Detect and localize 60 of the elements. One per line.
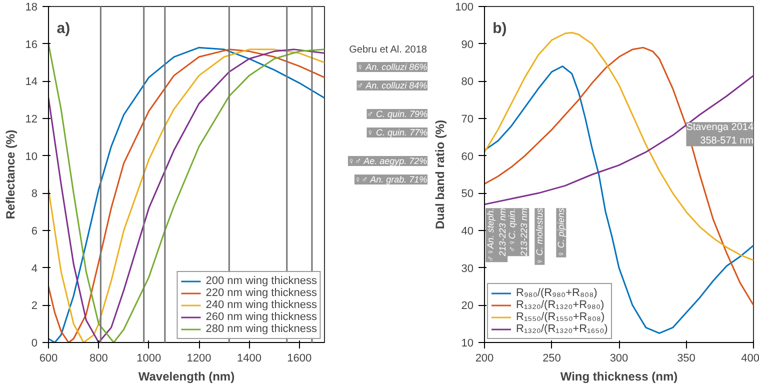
y-tick-label: 20 bbox=[461, 300, 474, 312]
annotation: ♂♀An. steph. 213-223 nm bbox=[486, 208, 508, 262]
x-tick-label: 1600 bbox=[287, 352, 312, 364]
y-tick-label: 10 bbox=[25, 150, 38, 163]
legend-label: R₁₃₂₀/(R₁₃₂₀+R₁₆₅₀) bbox=[516, 323, 608, 335]
y-tick-label: 12 bbox=[25, 114, 38, 126]
x-tick-label: 1000 bbox=[136, 352, 162, 364]
legend-label: 220 nm wing thickness bbox=[206, 287, 317, 299]
y-tick-label: 100 bbox=[455, 2, 474, 14]
text: ♂ C. quin. 79% bbox=[366, 109, 428, 120]
x-tick-label: 250 bbox=[542, 352, 561, 364]
y-tick-label: 80 bbox=[461, 76, 474, 88]
legend-label: 240 nm wing thickness bbox=[206, 299, 317, 311]
legend-label: R₉₈₀/(R₉₈₀+R₈₀₈) bbox=[516, 287, 598, 299]
text: ♀♂ Ae. aegyp. 72% bbox=[348, 156, 428, 166]
y-tick-label: 14 bbox=[25, 76, 38, 88]
legend-label: R₁₅₅₀/(R₁₅₅₀+R₈₀₈) bbox=[516, 311, 605, 323]
y-axis-title: Reflectance (%) bbox=[3, 130, 18, 220]
annotation: ♂♀C. quin. 213-223 nm bbox=[507, 208, 530, 258]
y-tick-label: 90 bbox=[461, 38, 474, 51]
text: ♂ An. colluzi 84% bbox=[356, 80, 428, 90]
text: ♀♂ An. grab. 71% bbox=[354, 174, 428, 185]
annotation: Stavenga 2014 358-571 nm bbox=[686, 122, 754, 146]
x-tick-label: 300 bbox=[610, 352, 628, 364]
legend-label: 260 nm wing thickness bbox=[206, 311, 317, 323]
y-tick-label: 16 bbox=[25, 38, 38, 51]
y-tick-label: 6 bbox=[31, 226, 38, 238]
text: ♀ C. quin. 77% bbox=[366, 128, 428, 138]
x-axis-title: Wavelength (nm) bbox=[138, 370, 235, 384]
x-tick-label: 350 bbox=[677, 352, 696, 364]
annotation: ♀ C. pipiens bbox=[556, 208, 566, 258]
y-tick-label: 10 bbox=[461, 338, 474, 350]
y-tick-label: 60 bbox=[461, 150, 474, 163]
line-series bbox=[484, 74, 754, 206]
x-axis-title: Wing thickness (nm) bbox=[560, 370, 678, 384]
legend-label: 200 nm wing thickness bbox=[206, 275, 317, 287]
y-axis-title: Dual band ratio (%) bbox=[433, 120, 448, 230]
x-tick-label: 600 bbox=[39, 352, 58, 364]
x-tick-label: 400 bbox=[741, 352, 759, 364]
text: b) bbox=[492, 20, 507, 37]
x-tick-label: 1200 bbox=[186, 352, 212, 364]
text: a) bbox=[56, 20, 70, 37]
y-tick-label: 40 bbox=[461, 226, 474, 238]
x-tick-label: 200 bbox=[475, 352, 494, 364]
line-series bbox=[484, 65, 754, 334]
text: Gebru et Al. 2018 bbox=[349, 44, 428, 56]
y-tick-label: 2 bbox=[31, 300, 38, 312]
y-tick-label: 70 bbox=[461, 114, 474, 126]
x-tick-label: 1400 bbox=[236, 352, 262, 364]
y-tick-label: 8 bbox=[31, 188, 38, 200]
legend-label: 280 nm wing thickness bbox=[206, 323, 317, 335]
x-tick-label: 800 bbox=[90, 352, 108, 364]
text: ♀ An. colluzi 86% bbox=[356, 62, 428, 72]
y-tick-label: 4 bbox=[31, 262, 38, 275]
legend-label: R₁₃₂₀/(R₁₃₂₀+R₉₈₀) bbox=[516, 299, 604, 311]
y-tick-label: 18 bbox=[25, 2, 38, 14]
y-tick-label: 30 bbox=[461, 262, 474, 275]
y-tick-label: 50 bbox=[461, 188, 474, 200]
annotation: ♀ C. molestus bbox=[534, 208, 545, 265]
y-tick-label: 0 bbox=[31, 338, 38, 350]
